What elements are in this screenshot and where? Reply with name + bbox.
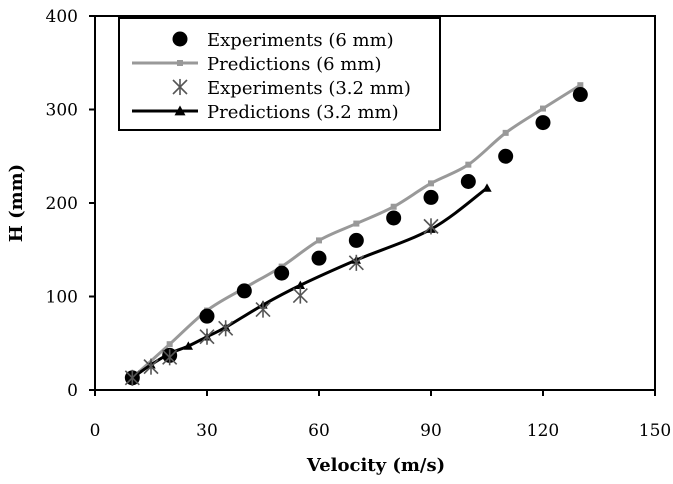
legend-label: Predictions (6 mm)	[207, 54, 381, 75]
legend-label: Experiments (6 mm)	[207, 30, 394, 51]
data-point	[540, 105, 546, 112]
data-point	[183, 341, 194, 350]
y-tick-label: 200	[46, 194, 78, 214]
legend-item-2: Experiments (3.2 mm)	[172, 78, 411, 99]
x-tick-label: 60	[308, 421, 330, 441]
data-point	[218, 320, 234, 337]
data-point	[428, 180, 434, 187]
y-tick-label: 400	[46, 7, 78, 27]
data-point	[274, 265, 290, 281]
legend-item-3: Predictions (3.2 mm)	[132, 102, 399, 123]
data-point	[162, 349, 178, 366]
legend: Experiments (6 mm) Predictions (6 mm) Expe…	[118, 17, 441, 131]
x-tick-label: 150	[639, 421, 671, 441]
data-point	[390, 203, 397, 210]
data-point	[236, 283, 252, 299]
data-point	[143, 358, 159, 375]
legend-label: Experiments (3.2 mm)	[207, 78, 411, 99]
x-tick-label: 0	[90, 421, 101, 441]
x-tick-label: 120	[527, 421, 559, 441]
legend-label: Predictions (3.2 mm)	[207, 102, 399, 123]
data-point	[255, 301, 271, 318]
data-point	[423, 189, 439, 205]
data-point	[502, 129, 509, 136]
data-point	[166, 341, 173, 348]
legend-item-1: Predictions (6 mm)	[132, 54, 381, 75]
series-2	[124, 218, 439, 386]
data-point	[199, 308, 215, 324]
axes: 0 30 60 90 120 150 0 100 200 300 400	[46, 7, 672, 441]
data-point	[535, 115, 551, 131]
x-tick-label: 90	[420, 421, 442, 441]
data-point	[292, 287, 308, 304]
y-tick-label: 100	[46, 288, 78, 308]
y-axis-title: H (mm)	[6, 164, 27, 242]
data-point	[423, 218, 439, 235]
data-point	[498, 148, 514, 164]
x-tick-label: 30	[196, 421, 218, 441]
data-point	[386, 210, 402, 226]
data-point	[460, 173, 476, 189]
data-point	[577, 82, 584, 89]
series-3	[127, 183, 492, 382]
data-point	[348, 232, 364, 248]
data-point	[348, 254, 364, 271]
data-point	[482, 183, 492, 192]
legend-marker	[177, 60, 183, 66]
data-point	[295, 280, 306, 290]
data-point	[199, 328, 215, 345]
data-point	[572, 87, 588, 103]
x-axis-title: Velocity (m/s)	[306, 455, 445, 476]
legend-marker	[174, 105, 186, 116]
series-layer	[124, 82, 588, 386]
series-0	[124, 87, 588, 386]
legend-item-0: Experiments (6 mm)	[172, 30, 394, 51]
data-point	[124, 369, 140, 386]
y-tick-label: 300	[46, 101, 78, 121]
legend-marker	[172, 31, 188, 47]
data-point	[465, 161, 472, 168]
data-point	[311, 250, 327, 266]
data-point	[353, 220, 360, 227]
y-tick-label: 0	[67, 381, 78, 401]
data-point	[316, 237, 322, 244]
legend-marker	[172, 78, 188, 96]
